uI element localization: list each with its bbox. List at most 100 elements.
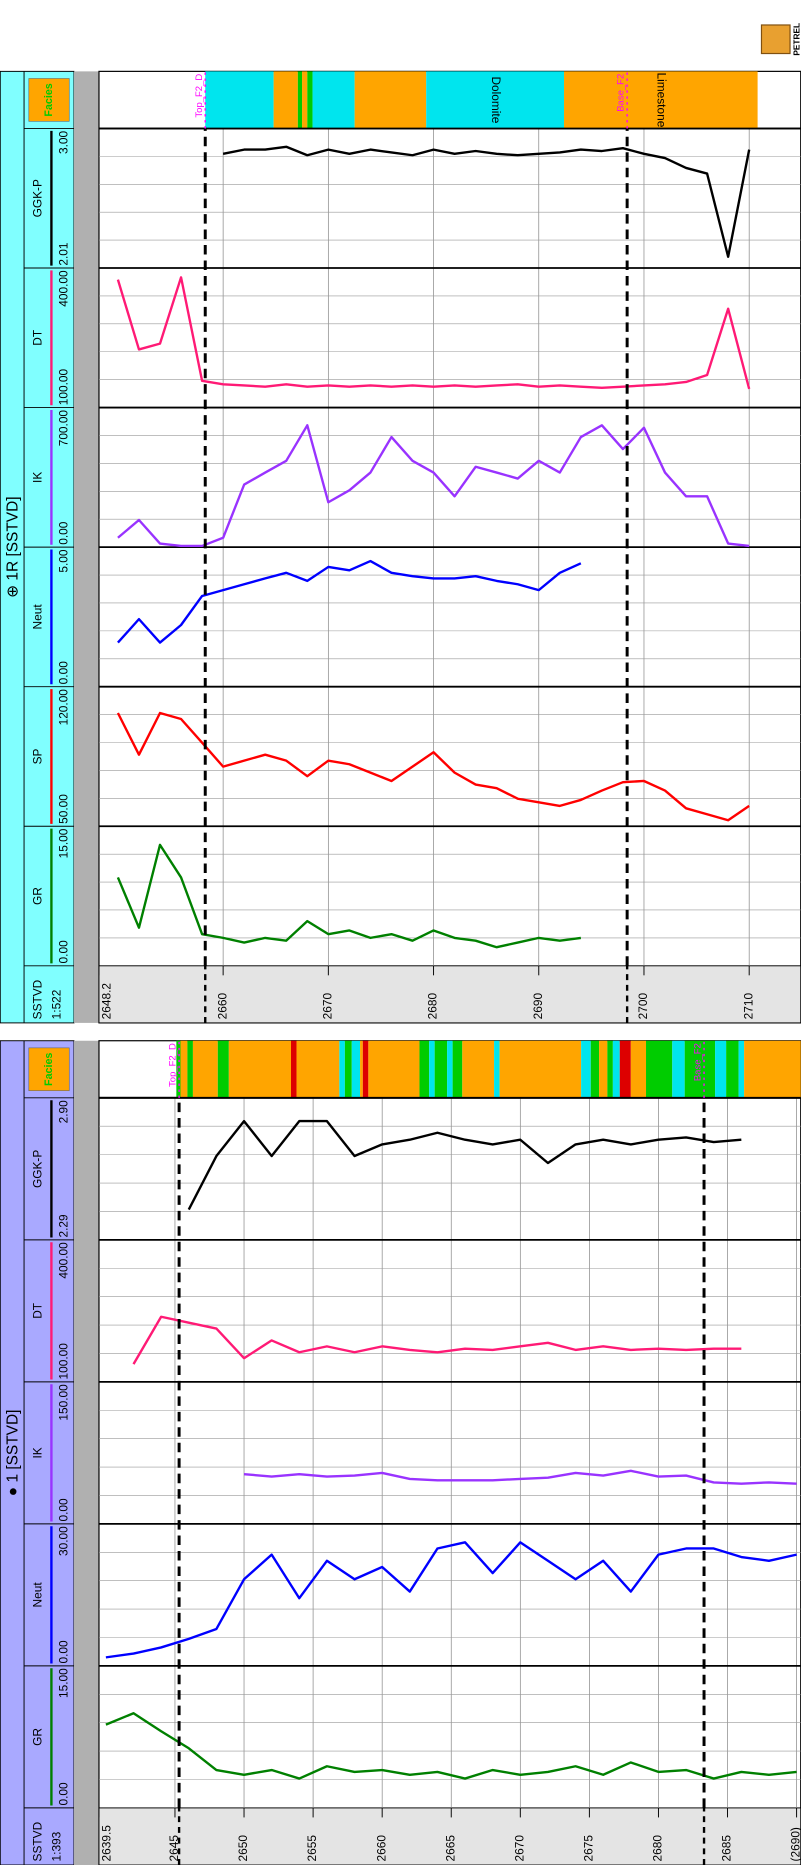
scale-label: 0.00 xyxy=(57,1640,71,1664)
logo-icon xyxy=(760,24,791,55)
facies-interval xyxy=(447,1040,453,1098)
facies-interval xyxy=(273,71,298,129)
facies-interval xyxy=(715,1040,727,1098)
scale-label: 3.00 xyxy=(57,130,71,154)
marker-label: Top_F2_D xyxy=(194,74,205,118)
scale-label: 700.00 xyxy=(57,410,71,447)
depth-tick-label: 2710 xyxy=(741,993,755,1020)
facies-name: Limestone xyxy=(655,73,669,128)
facies-header xyxy=(28,78,70,122)
facies-interval xyxy=(362,1040,369,1098)
log-curve xyxy=(116,276,751,390)
depth-tick-label: 2650 xyxy=(236,1835,250,1862)
facies-interval xyxy=(607,1040,613,1098)
scale-label: 150.00 xyxy=(57,1384,71,1421)
depth-tick-label: 2655 xyxy=(305,1835,319,1862)
depth-tick-label: 2680 xyxy=(426,993,440,1020)
facies-interval xyxy=(452,1040,463,1098)
marker-label: Top_F2_D xyxy=(168,1043,179,1087)
log-curve xyxy=(116,843,582,949)
depth-scale: 1:393 xyxy=(49,1831,63,1861)
scale-label: 2.01 xyxy=(57,242,71,266)
curve-name: IK xyxy=(30,1447,44,1458)
log-curve xyxy=(117,559,582,644)
curve-name: GR xyxy=(30,1728,44,1746)
depth-tick-label: 2675 xyxy=(582,1835,596,1862)
depth-tick-label: 2660 xyxy=(374,1835,388,1862)
depth-label: SSTVD xyxy=(30,1822,44,1862)
depth-tick-label: 2700 xyxy=(636,993,650,1020)
upright-frame: PETREL ● 1 [SSTVD] SSTVD 1:393 2639.5 2645 265… xyxy=(0,23,801,1865)
facies-interval xyxy=(312,71,355,129)
facies-interval xyxy=(419,1040,430,1098)
facies-interval xyxy=(429,1040,435,1098)
curve-name: GGK-P xyxy=(30,179,44,217)
scale-label: 120.00 xyxy=(57,689,71,726)
facies-interval xyxy=(290,1040,297,1098)
well-title: ● 1 [SSTVD] xyxy=(4,1410,21,1497)
depth-tick-label: 2690 xyxy=(531,993,545,1020)
scale-label: 2.29 xyxy=(57,1214,71,1238)
facies-interval xyxy=(192,1040,218,1098)
facies-interval xyxy=(646,1040,673,1098)
scale-label: 0.00 xyxy=(57,661,71,685)
facies-interval xyxy=(612,1040,620,1098)
depth-tick-label: 2660 xyxy=(215,993,229,1020)
facies-interval xyxy=(738,1040,745,1098)
facies-interval xyxy=(307,71,313,129)
depth-tick-label: 2670 xyxy=(320,993,334,1020)
marker-label: Base_F2 xyxy=(616,74,627,112)
depth-tick-label: 2645 xyxy=(167,1835,181,1862)
depth-tick-label: 2685 xyxy=(720,1835,734,1862)
data-area xyxy=(98,1040,801,1865)
facies-interval xyxy=(351,1040,361,1098)
scale-label: 15.00 xyxy=(57,1668,71,1698)
scale-label: 2.90 xyxy=(57,1100,71,1124)
log-curve xyxy=(117,424,750,548)
facies-interval xyxy=(426,71,565,129)
depth-tick-label: 2670 xyxy=(512,1835,526,1862)
facies-label: Facies xyxy=(43,83,55,116)
depth-tick-label: 2680 xyxy=(651,1835,665,1862)
facies-interval xyxy=(180,1040,188,1098)
log-curve xyxy=(132,1315,742,1365)
facies-interval xyxy=(499,1040,582,1098)
log-curve xyxy=(187,1119,742,1211)
scale-label: 0.00 xyxy=(57,940,71,964)
curve-name: IK xyxy=(30,472,44,483)
depth-tick-label: 2665 xyxy=(443,1835,457,1862)
facies-interval xyxy=(368,1040,420,1098)
depth-tick-label: (2690) xyxy=(789,1827,801,1861)
facies-interval xyxy=(581,1040,591,1098)
log-curve xyxy=(222,145,751,258)
facies-label: Facies xyxy=(43,1053,55,1086)
scale-label: 100.00 xyxy=(57,368,71,405)
curve-name: Neut xyxy=(30,1582,44,1608)
facies-interval xyxy=(360,1040,363,1098)
curve-name: Neut xyxy=(30,604,44,630)
marker-label: Base_F2 xyxy=(693,1043,704,1081)
facies-interval xyxy=(590,1040,600,1098)
facies-interval xyxy=(302,71,308,129)
facies-interval xyxy=(339,1040,345,1098)
scale-label: 50.00 xyxy=(57,794,71,824)
facies-interval xyxy=(462,1040,495,1098)
scale-label: 400.00 xyxy=(57,1242,71,1279)
facies-interval xyxy=(344,1040,352,1098)
scale-label: 0.00 xyxy=(57,1782,71,1806)
depth-scale: 1:522 xyxy=(49,990,63,1020)
curve-name: DT xyxy=(30,330,44,346)
depth-tick-label: 2639.5 xyxy=(99,1825,113,1862)
log-curve xyxy=(116,711,750,822)
depth-label: SSTVD xyxy=(30,980,44,1020)
facies-name: Dolomite xyxy=(489,76,503,123)
header-strip xyxy=(74,71,99,1023)
header-strip xyxy=(74,1040,99,1865)
log-curve xyxy=(105,1712,797,1780)
facies-interval xyxy=(205,71,274,129)
logo-text: PETREL xyxy=(791,23,801,56)
scale-label: 5.00 xyxy=(57,549,71,573)
curve-name: DT xyxy=(30,1303,44,1319)
